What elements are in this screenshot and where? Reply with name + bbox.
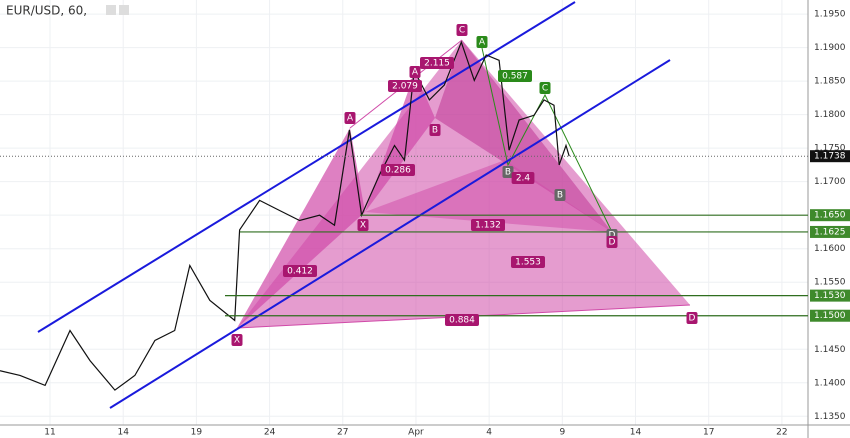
pattern-label-box [471, 219, 505, 231]
pattern-label: 2.4 [516, 174, 531, 184]
pattern-label-box [429, 124, 441, 136]
pattern-label-box [231, 334, 243, 346]
pattern-label-box [381, 164, 415, 176]
patterns [236, 39, 691, 329]
pattern-label-box [539, 82, 551, 94]
pattern-label-box [511, 256, 545, 268]
y-tick-label: 1.1550 [814, 278, 846, 288]
pattern-label: A [412, 68, 419, 78]
x-tick-label: 4 [486, 428, 492, 438]
pattern-label-box [498, 70, 532, 82]
level-label: 1.1625 [814, 227, 846, 237]
channel-line [109, 59, 671, 409]
pattern-label-box [686, 312, 698, 324]
x-tick-label: 19 [191, 428, 203, 438]
icon[interactable] [106, 5, 116, 15]
pattern-line [481, 47, 613, 233]
pattern-label: 1.553 [515, 258, 541, 268]
pattern-label-box [445, 314, 479, 326]
x-tick-label: 17 [703, 428, 714, 438]
y-tick-label: 1.1850 [814, 77, 846, 87]
icon[interactable] [119, 5, 129, 15]
level-label-box [810, 309, 850, 322]
pattern-label-box [476, 36, 488, 48]
level-label-box [810, 209, 850, 222]
pattern-label: A [479, 38, 486, 48]
pattern-label-box [511, 172, 535, 184]
x-tick-label: 24 [264, 428, 276, 438]
last-price-box [810, 150, 850, 163]
pattern-label: A [347, 114, 354, 124]
pattern-label: B [505, 168, 511, 178]
y-tick-label: 1.1950 [814, 10, 846, 20]
pattern-label: D [609, 238, 616, 248]
pattern-label-box [283, 265, 317, 277]
pattern-label-box [357, 219, 369, 231]
chart-title: EUR/USD, 60, [6, 4, 87, 18]
y-tick-label: 1.1400 [814, 378, 846, 388]
level-label-box [810, 289, 850, 302]
y-tick-label: 1.1450 [814, 345, 846, 355]
x-tick-label: Apr [408, 428, 424, 438]
y-tick-label: 1.1900 [814, 43, 846, 53]
x-tick-label: 14 [630, 428, 642, 438]
x-tick-label: 9 [559, 428, 565, 438]
y-tick-label: 1.1600 [814, 244, 846, 254]
pattern-label: B [432, 126, 438, 136]
y-tick-label: 1.1800 [814, 110, 846, 120]
x-tick-label: 22 [776, 428, 787, 438]
pattern-label-box [456, 24, 468, 36]
pattern-label: X [360, 221, 366, 231]
level-label: 1.1650 [814, 211, 846, 221]
pattern-label: C [542, 84, 548, 94]
pattern-label: B [557, 191, 563, 201]
last-price-label: 1.1738 [814, 152, 846, 162]
pattern-label-box [344, 112, 356, 124]
pattern-fill [365, 72, 435, 212]
price-line [0, 40, 570, 391]
x-tick-label: 11 [44, 428, 55, 438]
y-tick-label: 1.1750 [814, 144, 846, 154]
x-tick-label: 27 [337, 428, 348, 438]
y-tick-label: 1.1700 [814, 177, 846, 187]
level-label: 1.1530 [814, 291, 846, 301]
pattern-label-box [420, 57, 454, 69]
level-label-box [810, 225, 850, 238]
level-label: 1.1500 [814, 311, 846, 321]
pattern-label-box [554, 189, 566, 201]
pattern-label: 0.286 [385, 166, 411, 176]
x-tick-label: 14 [117, 428, 129, 438]
pattern-label: D [609, 231, 616, 241]
pattern-label: C [459, 26, 465, 36]
y-tick-label: 1.1350 [814, 412, 846, 422]
pattern-label-box [606, 236, 618, 248]
pattern-label: 0.587 [502, 72, 528, 82]
pattern-label-box [409, 66, 421, 78]
pattern-label: X [234, 336, 240, 346]
pattern-label: 1.132 [475, 221, 501, 231]
pattern-label: 0.884 [449, 316, 475, 326]
pattern-label: 2.115 [424, 59, 450, 69]
pattern-label: D [689, 314, 696, 324]
pattern-label: 0.412 [287, 267, 313, 277]
pattern-label-box [502, 166, 514, 178]
pattern-fill [365, 160, 612, 232]
pattern-label: 2.079 [392, 82, 418, 92]
pattern-label-box [388, 80, 422, 92]
pattern-fill [237, 128, 365, 328]
